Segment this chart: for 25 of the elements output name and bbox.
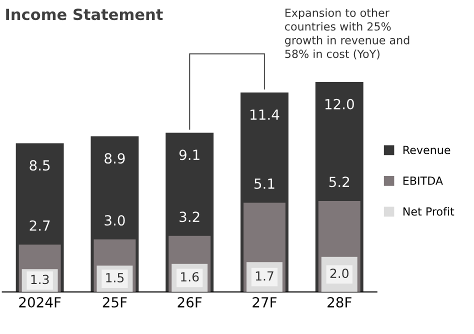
x-tick-label: 27F — [252, 297, 277, 308]
data-label: 2.0 — [330, 268, 348, 278]
x-tick-label: 28F — [328, 297, 352, 308]
data-label: 11.4 — [250, 110, 280, 120]
data-label: 1.5 — [106, 273, 124, 282]
text: Expansion to other countries with 25% growth in revenue and 58% in cost (YoY) — [285, 8, 410, 60]
data-label: 12.0 — [325, 98, 354, 110]
legend-label: EBITDA — [403, 176, 443, 185]
data-label: 5.2 — [329, 176, 350, 188]
legend-label: Net Profit — [403, 207, 454, 216]
legend-label: Revenue — [403, 146, 450, 154]
data-label: 1.7 — [256, 271, 274, 280]
data-label: 5.1 — [254, 178, 274, 189]
data-label: 9.1 — [179, 150, 200, 160]
x-tick-label: 25F — [102, 297, 127, 308]
data-label: 3.0 — [104, 215, 125, 226]
data-label: 3.2 — [180, 212, 200, 222]
data-label: 8.5 — [30, 160, 50, 171]
x-tick-label: 2024F — [19, 297, 61, 308]
x-tick-label: 26F — [178, 297, 202, 308]
data-label: 2.7 — [30, 220, 50, 231]
data-label: 1.6 — [181, 272, 199, 282]
data-label: 8.9 — [104, 153, 125, 164]
chart-title: Income Statement — [6, 8, 163, 20]
data-label: 1.3 — [31, 274, 49, 284]
